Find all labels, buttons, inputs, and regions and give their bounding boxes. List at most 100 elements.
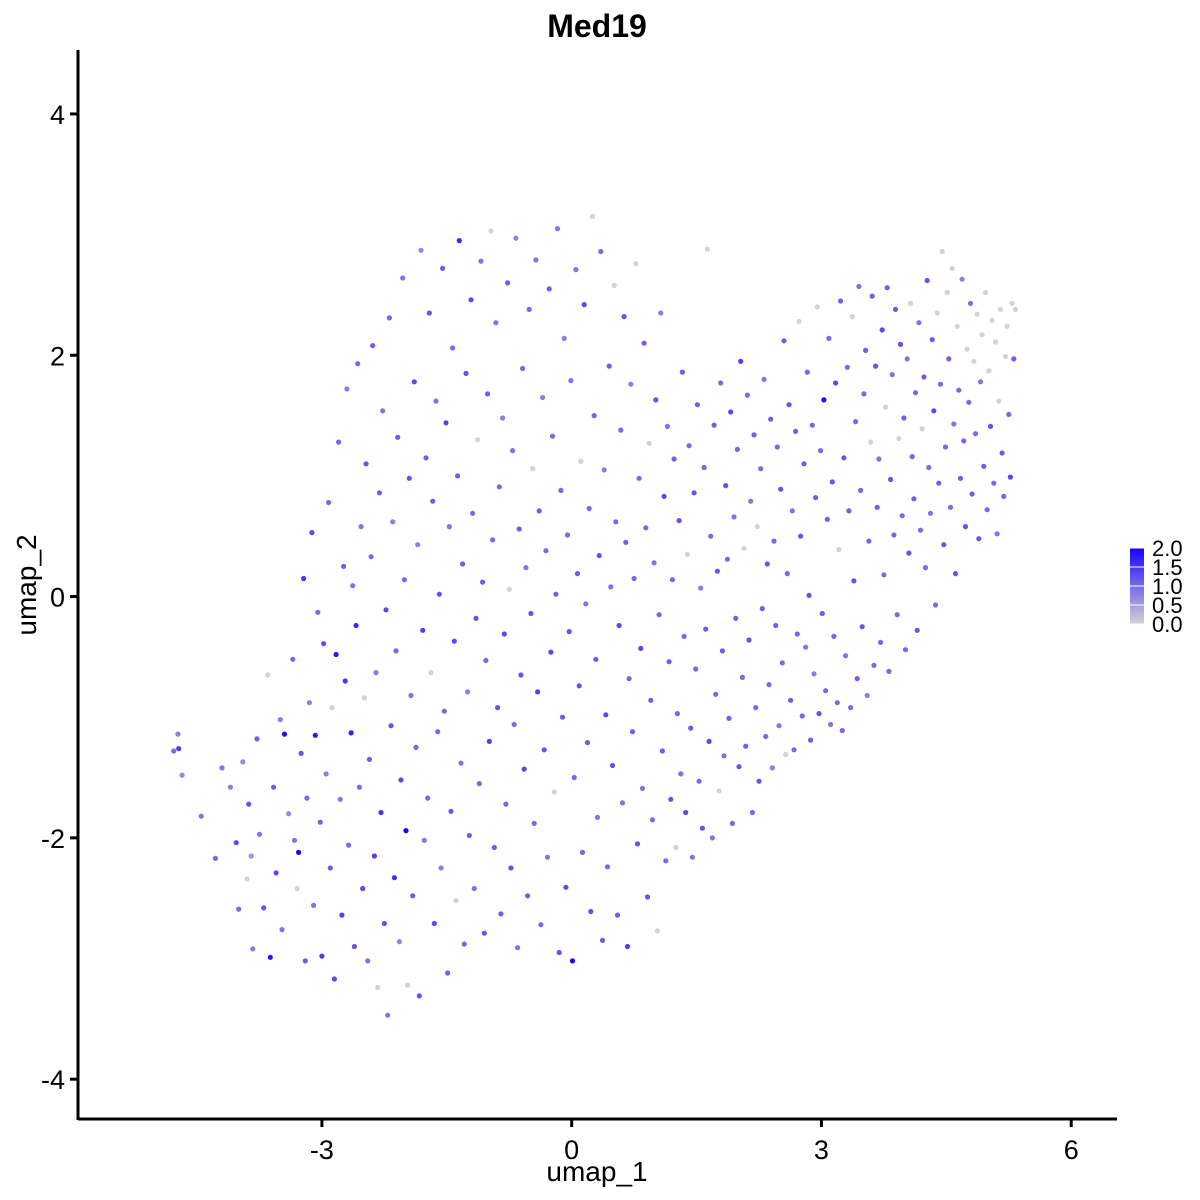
scatter-point (535, 689, 541, 695)
scatter-point (708, 533, 714, 539)
scatter-point (380, 408, 386, 414)
scatter-point (538, 922, 544, 928)
scatter-point (638, 645, 644, 652)
scatter-point (353, 622, 359, 629)
y-tick-label: -4 (41, 1065, 65, 1095)
scatter-point (904, 356, 910, 362)
scatter-point (901, 415, 907, 421)
scatter-point (395, 434, 401, 440)
scatter-point (520, 365, 526, 372)
scatter-point (383, 607, 389, 613)
scatter-point (358, 524, 364, 530)
scatter-point (559, 714, 566, 720)
scatter-point (911, 496, 917, 502)
scatter-point (342, 678, 348, 684)
scatter-point (846, 508, 852, 514)
x-tick-label: 0 (564, 1135, 579, 1165)
scatter-point (897, 341, 904, 347)
scatter-point (934, 310, 940, 316)
scatter-point (942, 444, 949, 450)
scatter-point (337, 796, 343, 802)
scatter-point (879, 327, 885, 333)
scatter-point (831, 633, 837, 640)
scatter-point (759, 606, 765, 612)
scatter-point (365, 958, 371, 964)
scatter-point (476, 781, 482, 787)
scatter-point (691, 490, 697, 496)
scatter-point (798, 533, 804, 539)
scatter-point (946, 356, 952, 362)
scatter-point (711, 422, 717, 428)
scatter-point (721, 753, 727, 759)
scatter-point (256, 831, 263, 837)
scatter-point (651, 560, 657, 566)
scatter-point (506, 586, 512, 592)
scatter-point (523, 565, 529, 571)
scatter-point (558, 487, 564, 493)
scatter-point (525, 893, 531, 899)
scatter-point (718, 380, 724, 386)
scatter-point (644, 894, 651, 900)
y-axis-label: umap_2 (11, 534, 42, 635)
scatter-point (400, 275, 406, 281)
scatter-point (967, 300, 974, 306)
scatter-point (646, 440, 652, 446)
scatter-point (425, 795, 431, 801)
scatter-point (339, 912, 345, 918)
scatter-point (749, 809, 756, 816)
scatter-point (533, 257, 539, 263)
scatter-point (821, 397, 827, 403)
scatter-point (678, 771, 684, 777)
scatter-point (296, 849, 302, 856)
scatter-point (698, 585, 704, 591)
scatter-point (626, 676, 632, 682)
scatter-point (198, 813, 204, 819)
scatter-point (834, 700, 840, 706)
scatter-point (233, 840, 239, 846)
scatter-point (764, 561, 770, 567)
scatter-point (569, 958, 576, 964)
scatter-point (361, 695, 367, 701)
scatter-point (460, 561, 466, 567)
scatter-point (941, 542, 947, 548)
scatter-point (410, 893, 416, 899)
scatter-point (554, 226, 561, 232)
scatter-point (731, 514, 737, 520)
y-tick-label: 4 (50, 100, 65, 130)
scatter-point (531, 820, 537, 827)
scatter-point (881, 572, 887, 578)
scatter-point (989, 317, 995, 323)
y-tick-label: 0 (50, 583, 65, 613)
scatter-point (803, 644, 809, 650)
scatter-point (618, 427, 624, 433)
scatter-point (896, 435, 902, 442)
scatter-point (426, 310, 432, 316)
scatter-point (746, 637, 752, 643)
scatter-point (932, 602, 939, 608)
scatter-point (979, 332, 985, 338)
scatter-point (485, 391, 491, 397)
scatter-point (774, 444, 780, 450)
scatter-point (333, 651, 339, 658)
x-tick-label: -3 (310, 1135, 334, 1165)
scatter-point (976, 536, 982, 542)
scatter-point (586, 505, 592, 512)
scatter-point (761, 376, 767, 382)
scatter-point (996, 398, 1002, 404)
scatter-point (992, 339, 999, 345)
scatter-point (982, 289, 989, 296)
scatter-point (315, 609, 321, 615)
scatter-point (450, 345, 456, 351)
scatter-point (927, 510, 934, 516)
scatter-point (486, 738, 492, 745)
scatter-point (892, 306, 899, 312)
scatter-point (931, 408, 937, 414)
scatter-point (1001, 493, 1007, 499)
scatter-point (917, 527, 924, 533)
scatter-point (922, 565, 929, 571)
scatter-point (696, 778, 702, 784)
scatter-point (624, 943, 631, 950)
scatter-point (396, 939, 402, 945)
scatter-point (753, 705, 759, 711)
scatter-point (674, 711, 681, 717)
